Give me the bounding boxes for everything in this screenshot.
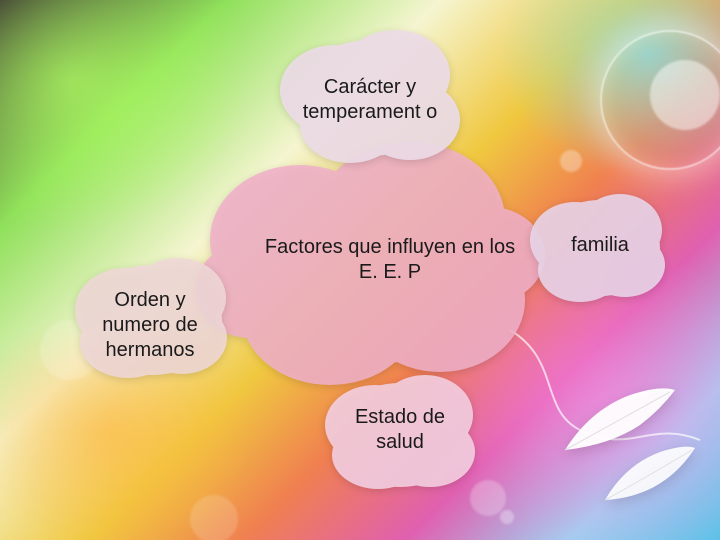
center-cloud-label: Factores que influyen en los E. E. P	[260, 210, 520, 310]
cloud-left-label: Orden y numero de hermanos	[80, 275, 220, 375]
cloud-top-label: Carácter y temperament o	[285, 50, 455, 150]
bokeh-dot	[190, 495, 238, 540]
cloud-bottom-label: Estado de salud	[330, 395, 470, 465]
cloud-right-label: familia	[545, 215, 655, 275]
feather-icon	[600, 440, 700, 510]
bokeh-dot	[560, 150, 582, 172]
bokeh-dot	[500, 510, 514, 524]
bokeh-dot	[650, 60, 720, 130]
